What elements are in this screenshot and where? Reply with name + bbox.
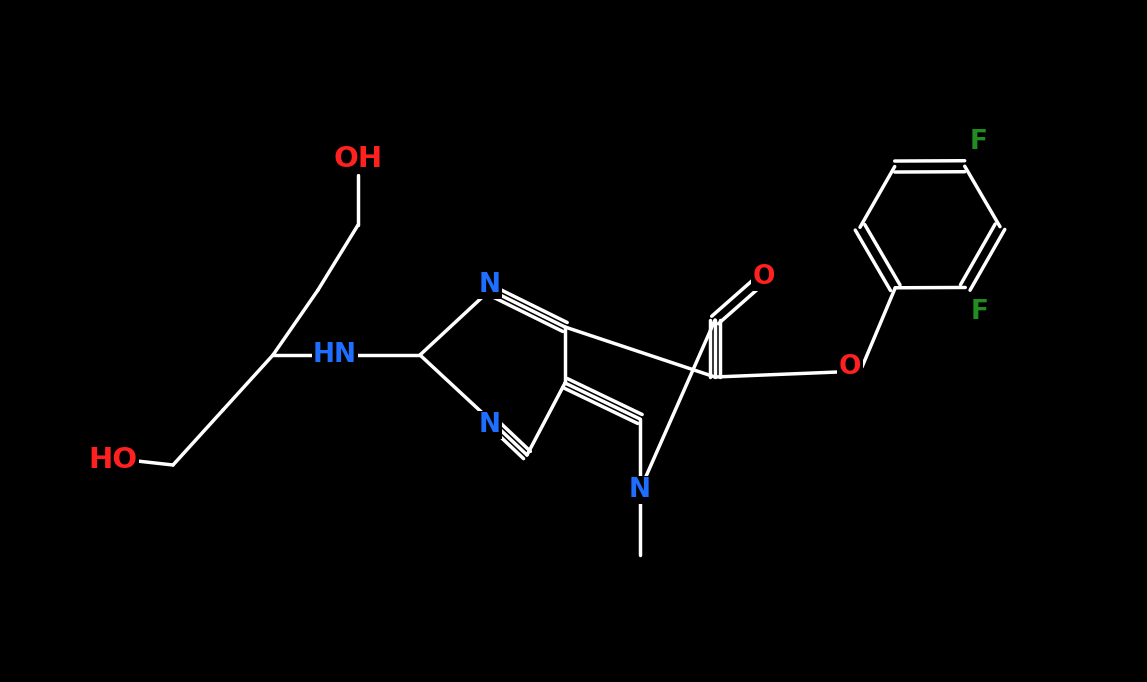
Text: OH: OH <box>334 145 383 173</box>
Text: N: N <box>479 272 501 298</box>
Text: OH: OH <box>334 145 383 173</box>
Text: O: O <box>838 354 861 380</box>
Text: N: N <box>479 412 501 438</box>
Text: O: O <box>752 264 775 290</box>
Text: HO: HO <box>88 446 138 474</box>
Text: HN: HN <box>313 342 357 368</box>
Text: F: F <box>970 299 989 325</box>
Text: N: N <box>629 477 651 503</box>
Text: O: O <box>838 354 861 380</box>
Text: F: F <box>970 299 989 325</box>
Text: F: F <box>969 129 988 155</box>
Text: O: O <box>752 264 775 290</box>
Text: N: N <box>479 412 501 438</box>
Text: F: F <box>969 129 988 155</box>
Text: HO: HO <box>88 446 138 474</box>
Text: HN: HN <box>313 342 357 368</box>
Text: N: N <box>629 477 651 503</box>
Text: N: N <box>479 272 501 298</box>
